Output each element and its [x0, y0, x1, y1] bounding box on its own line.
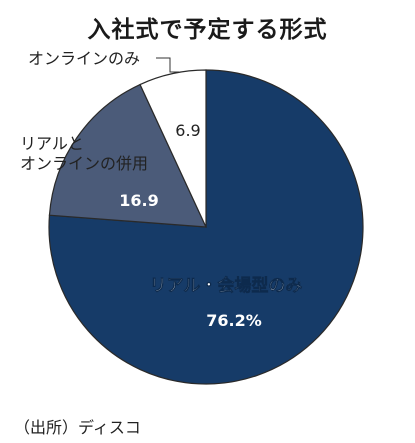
slice-value-hybrid: 16.9	[119, 191, 158, 210]
slice-real-venue	[48, 69, 364, 385]
slice-label-hybrid-line2: オンラインの併用	[20, 154, 148, 173]
slice-label-online-only: オンラインのみ	[28, 49, 140, 68]
slice-hybrid	[48, 83, 207, 228]
slice-label-hybrid-line1: リアルと	[20, 134, 84, 153]
source-note: （出所）ディスコ	[14, 418, 141, 437]
slice-value-online-only: 6.9	[175, 121, 200, 140]
chart-title: 入社式で予定する形式	[87, 17, 328, 43]
callout-leader-line	[156, 57, 179, 73]
slice-label-real-venue: リアル・会場型のみ	[150, 275, 303, 296]
slice-value-real-venue: 76.2%	[206, 311, 262, 330]
slice-online-only	[139, 69, 207, 228]
